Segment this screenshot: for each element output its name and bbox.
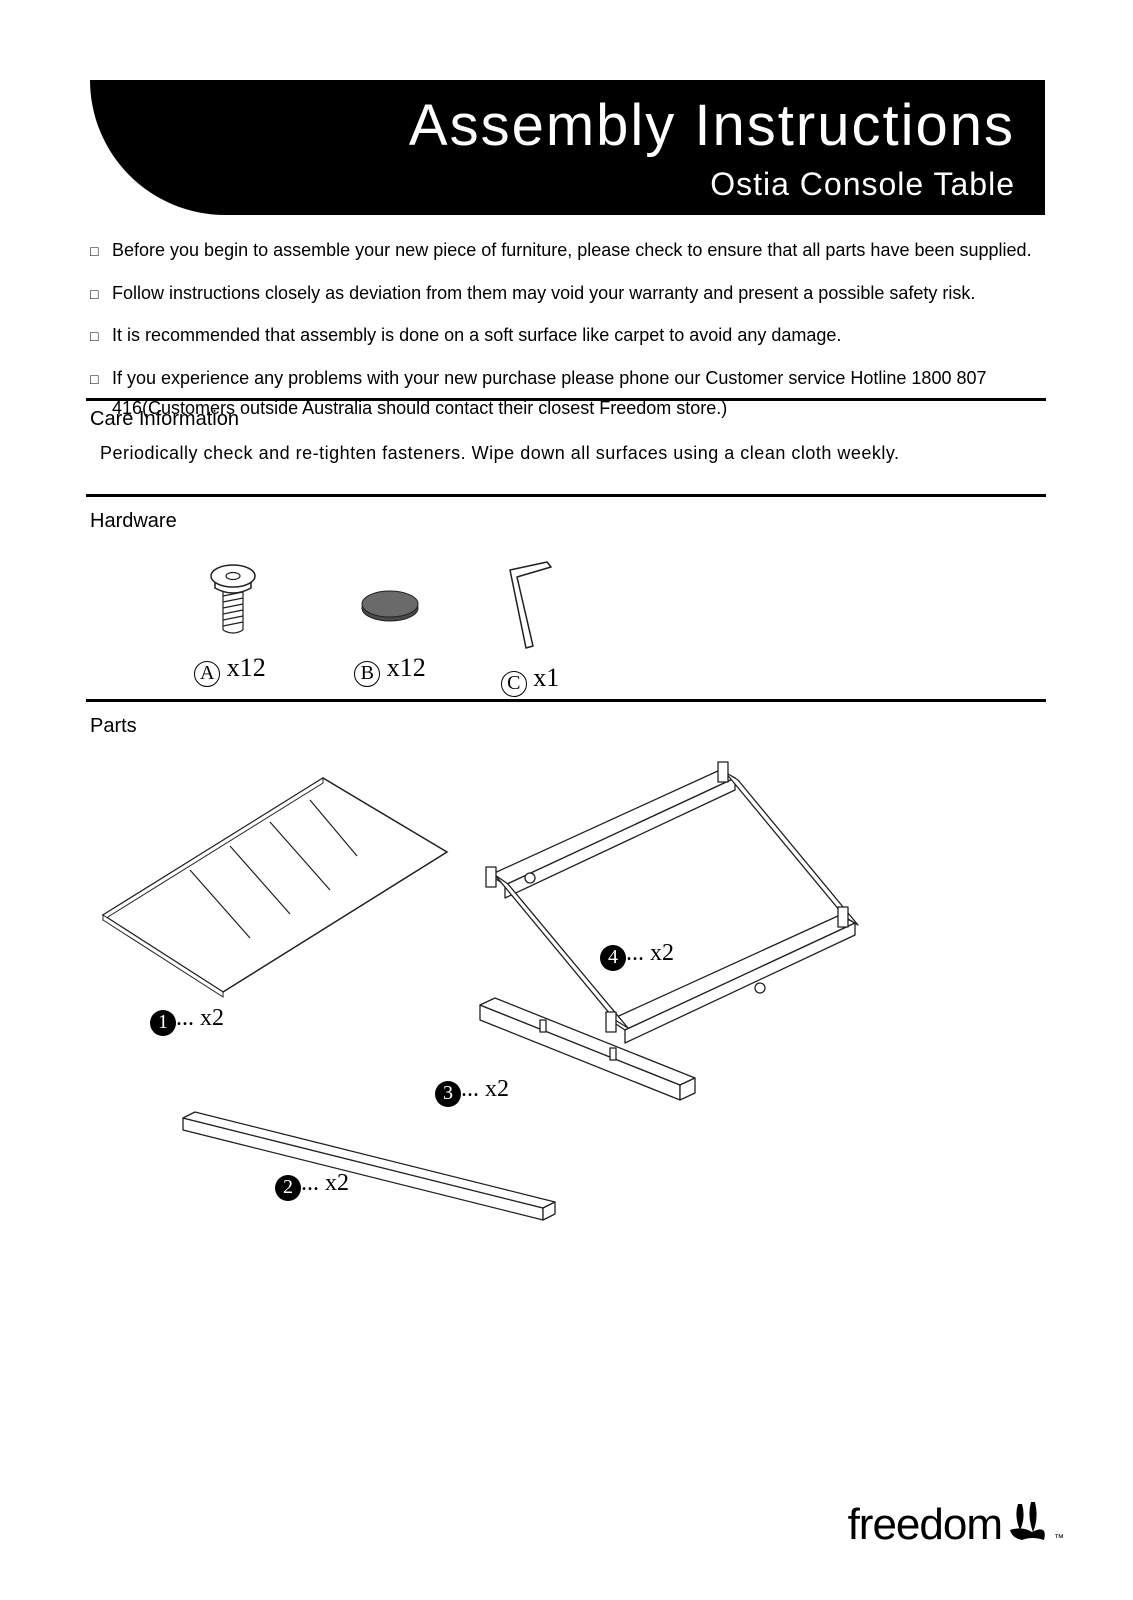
hardware-label-c: C x1 (470, 663, 590, 697)
parts-label: Parts (90, 715, 137, 738)
bullet-icon: □ (90, 325, 112, 349)
part-label-1: 1... x2 (150, 1005, 224, 1036)
note-text: It is recommended that assembly is done … (112, 320, 1045, 351)
logo-mark-icon (1004, 1496, 1054, 1546)
freedom-logo: freedom ™ (848, 1496, 1063, 1550)
care-text: Periodically check and re-tighten fasten… (100, 443, 900, 464)
note-item: □ Follow instructions closely as deviati… (90, 278, 1045, 309)
bullet-icon: □ (90, 368, 112, 392)
note-item: □ It is recommended that assembly is don… (90, 320, 1045, 351)
note-text: Follow instructions closely as deviation… (112, 278, 1045, 309)
trademark: ™ (1054, 1533, 1063, 1544)
care-label: Care Information (90, 408, 239, 431)
rail-short-icon (175, 1100, 565, 1240)
bullet-icon: □ (90, 283, 112, 307)
allen-key-icon (495, 558, 565, 658)
note-item: □ Before you begin to assemble your new … (90, 235, 1045, 266)
note-text: Before you begin to assemble your new pi… (112, 235, 1045, 266)
part-label-4: 4... x2 (600, 940, 674, 971)
glass-panel-icon (95, 770, 455, 1005)
hardware-item-b: B x12 (320, 558, 460, 687)
header: Assembly Instructions Ostia Console Tabl… (90, 80, 1045, 215)
hardware-item-c: C x1 (470, 558, 590, 697)
divider (86, 494, 1046, 497)
bolt-icon (195, 558, 265, 648)
logo-text: freedom (848, 1500, 1002, 1550)
notes-block: □ Before you begin to assemble your new … (90, 235, 1045, 436)
bullet-icon: □ (90, 240, 112, 264)
hardware-item-a: A x12 (160, 558, 300, 687)
hardware-label-a: A x12 (160, 653, 300, 687)
hardware-label-b: B x12 (320, 653, 460, 687)
hardware-label: Hardware (90, 510, 177, 533)
note-text: If you experience any problems with your… (112, 363, 1045, 424)
divider (86, 699, 1046, 702)
page-title: Assembly Instructions (409, 92, 1015, 159)
page-subtitle: Ostia Console Table (710, 166, 1015, 203)
divider (86, 398, 1046, 401)
part-label-2: 2... x2 (275, 1170, 349, 1201)
cap-icon (350, 558, 430, 648)
